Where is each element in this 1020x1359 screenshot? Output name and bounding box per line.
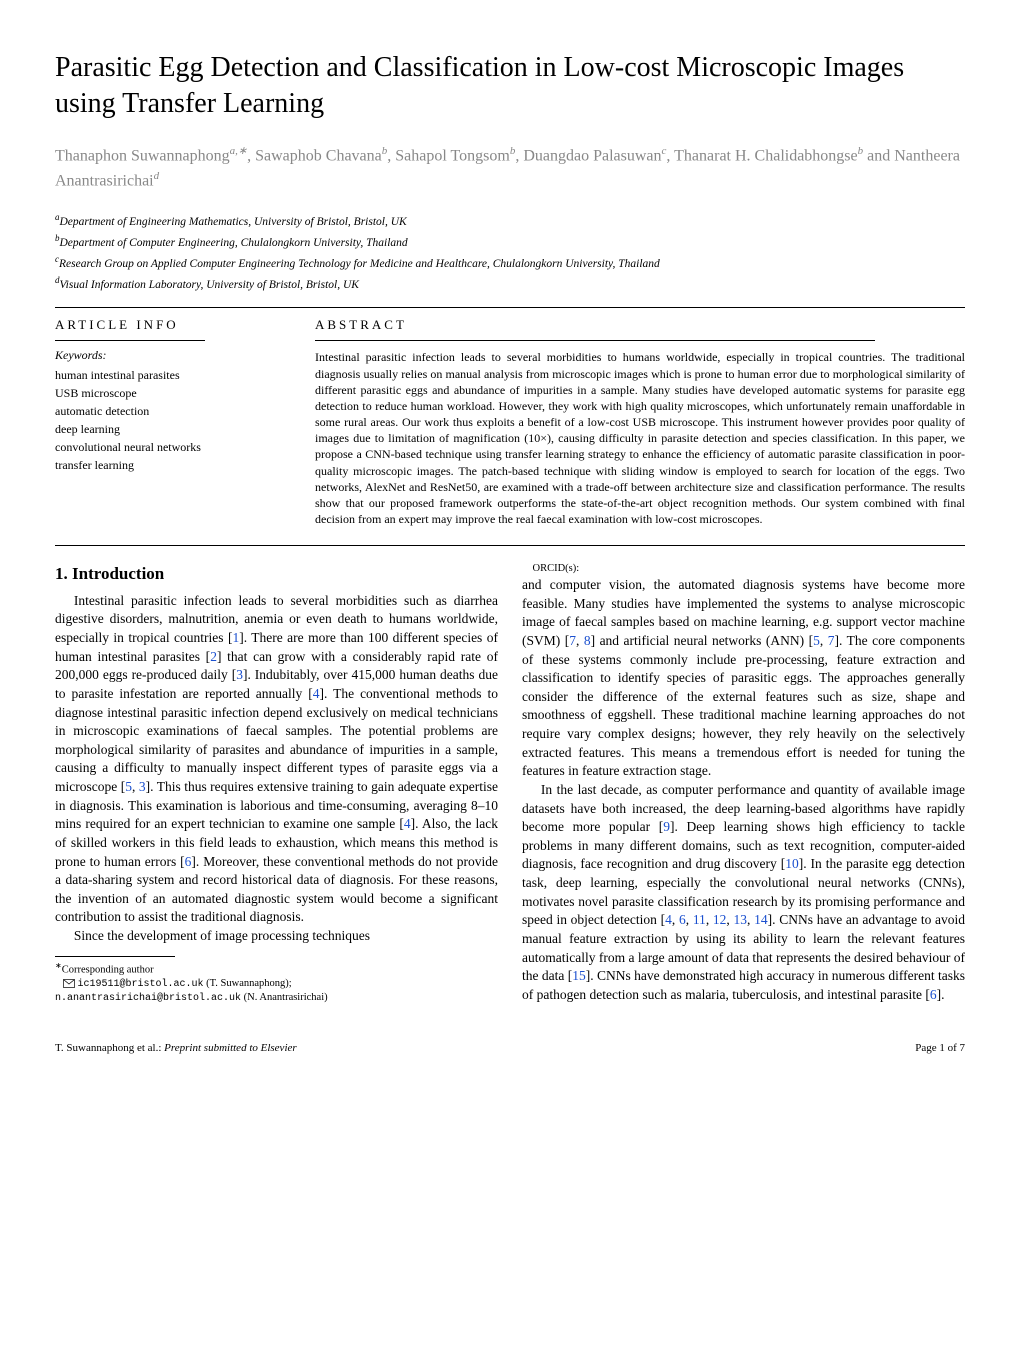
divider bbox=[55, 340, 205, 341]
paper-title: Parasitic Egg Detection and Classificati… bbox=[55, 50, 965, 123]
body-columns: 1. Introduction Intestinal parasitic inf… bbox=[55, 562, 965, 1004]
abstract-heading: ABSTRACT bbox=[315, 316, 965, 334]
body-paragraph: and computer vision, the automated diagn… bbox=[522, 576, 965, 781]
divider bbox=[315, 340, 875, 341]
envelope-icon bbox=[63, 979, 75, 988]
divider bbox=[55, 545, 965, 546]
body-paragraph: In the last decade, as computer performa… bbox=[522, 781, 965, 1005]
keywords-label: Keywords: bbox=[55, 347, 285, 364]
email-footnote: ic19511@bristol.ac.uk (T. Suwannaphong);… bbox=[55, 977, 498, 1005]
affiliation: cResearch Group on Applied Computer Engi… bbox=[55, 253, 965, 272]
keywords-list: human intestinal parasitesUSB microscope… bbox=[55, 366, 285, 474]
affiliations: aDepartment of Engineering Mathematics, … bbox=[55, 211, 965, 293]
author-list: Thanaphon Suwannaphonga,∗, Sawaphob Chav… bbox=[55, 143, 965, 194]
divider bbox=[55, 307, 965, 308]
corresponding-author-note: ∗Corresponding author bbox=[55, 961, 498, 977]
affiliation: bDepartment of Computer Engineering, Chu… bbox=[55, 232, 965, 251]
affiliation: aDepartment of Engineering Mathematics, … bbox=[55, 211, 965, 230]
footnote-separator bbox=[55, 956, 175, 957]
affiliation: dVisual Information Laboratory, Universi… bbox=[55, 274, 965, 293]
body-paragraph: Since the development of image processin… bbox=[55, 927, 498, 946]
abstract-text: Intestinal parasitic infection leads to … bbox=[315, 349, 965, 527]
page-footer: T. Suwannaphong et al.: Preprint submitt… bbox=[55, 1035, 965, 1056]
section-heading-intro: 1. Introduction bbox=[55, 562, 498, 585]
body-paragraph: Intestinal parasitic infection leads to … bbox=[55, 592, 498, 927]
article-info-heading: ARTICLE INFO bbox=[55, 316, 285, 334]
orcid-footnote: ORCID(s): bbox=[522, 562, 965, 576]
